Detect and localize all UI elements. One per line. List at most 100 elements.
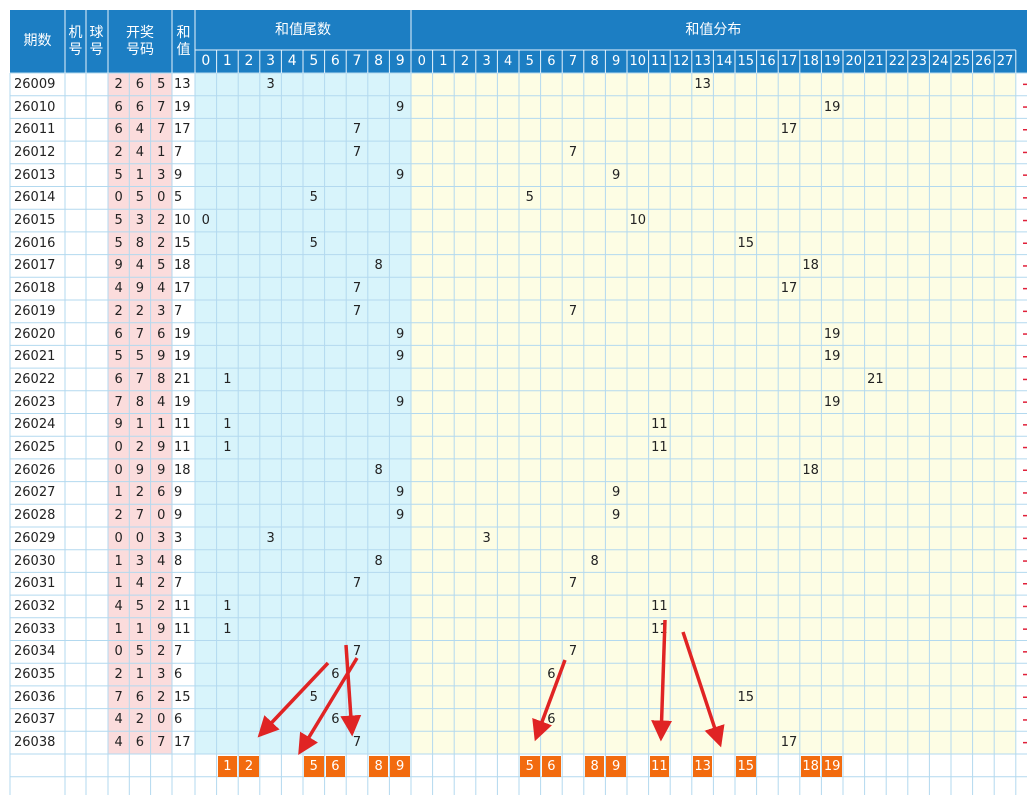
tail-hit: 5 — [309, 689, 318, 705]
sum: 6 — [174, 667, 183, 683]
issue: 26020 — [14, 326, 56, 342]
tail-col-label: 3 — [266, 53, 276, 69]
dist-hit: 15 — [737, 235, 755, 251]
issue: 26033 — [14, 621, 56, 637]
dist-hit: 7 — [568, 576, 578, 592]
ball: 3 — [135, 553, 145, 569]
dist-col-label: 23 — [910, 54, 927, 69]
dist-hit: 17 — [780, 122, 798, 138]
issue: 26026 — [14, 462, 56, 478]
dist-col-label: 13 — [694, 54, 711, 69]
dist-pick: 8 — [584, 756, 605, 777]
dist-hit: 11 — [651, 440, 668, 456]
ball: 6 — [135, 76, 145, 92]
ball: 7 — [157, 99, 166, 115]
dist-col-label: 6 — [547, 54, 556, 69]
ball: 0 — [114, 440, 123, 456]
tail-hit: 1 — [223, 371, 232, 387]
tail-hit: 1 — [223, 598, 232, 614]
ball: 6 — [157, 326, 166, 342]
tail-hit: 8 — [374, 553, 383, 569]
ball: 2 — [157, 598, 166, 614]
dist-pick: 15 — [736, 756, 756, 777]
ball: 1 — [135, 417, 145, 433]
ball: 2 — [135, 440, 145, 456]
issue: 26025 — [14, 440, 56, 456]
ball: 9 — [114, 417, 123, 433]
issue: 26018 — [14, 281, 56, 297]
tail-col-label: 9 — [395, 53, 405, 69]
ball: 4 — [114, 281, 123, 297]
ball: 3 — [157, 303, 166, 319]
tail-col-label: 0 — [201, 53, 211, 69]
ball: 1 — [114, 485, 123, 501]
ball: 5 — [135, 349, 145, 365]
ball: 2 — [114, 144, 123, 160]
ball: 2 — [157, 689, 166, 705]
dist-col-label: 12 — [672, 54, 690, 69]
tail-hit: 7 — [352, 281, 362, 297]
dist-col-label: 5 — [525, 54, 534, 69]
dist-hit: 3 — [482, 530, 491, 546]
ball: 0 — [114, 530, 123, 546]
tail-hit: 9 — [396, 99, 405, 115]
ball: 3 — [135, 213, 145, 229]
ball: 9 — [157, 440, 166, 456]
sum: 9 — [174, 508, 183, 524]
tail-hit: 7 — [352, 576, 362, 592]
sum: 7 — [174, 644, 183, 660]
dist-col-label: 26 — [975, 54, 992, 69]
tail-hit: 1 — [223, 417, 232, 433]
tail-hit: 9 — [396, 394, 405, 410]
sum: 9 — [174, 485, 183, 501]
sum: 7 — [174, 303, 183, 319]
dist-col-label: 1 — [439, 54, 448, 69]
ball: 1 — [157, 144, 166, 160]
issue: 26029 — [14, 530, 56, 546]
tail-hit: 7 — [352, 644, 362, 660]
ball: 5 — [114, 235, 123, 251]
issue: 26010 — [14, 99, 56, 115]
dist-col-label: 15 — [737, 54, 755, 69]
tail-hit: 9 — [396, 508, 405, 524]
dist-col-label: 14 — [715, 54, 733, 69]
sum: 11 — [174, 598, 191, 614]
ball: 5 — [114, 213, 123, 229]
dist-pick: 5 — [520, 756, 540, 777]
tail-hit: 7 — [352, 144, 362, 160]
sum: 19 — [174, 349, 191, 365]
sum: 15 — [174, 689, 191, 705]
dist-hit: 10 — [629, 213, 647, 229]
ball: 6 — [114, 326, 123, 342]
tail-pick: 6 — [325, 756, 346, 777]
ball: 2 — [114, 76, 123, 92]
header-machine: 机号 — [68, 24, 83, 58]
ball: 1 — [157, 417, 166, 433]
ball: 2 — [135, 303, 145, 319]
sum: 11 — [174, 440, 191, 456]
header-sum: 和值 — [176, 24, 191, 58]
dist-col-label: 22 — [888, 54, 906, 69]
sum: 21 — [174, 371, 191, 387]
dist-col-label: 20 — [845, 54, 863, 69]
header-draw: 开奖号码 — [126, 24, 154, 58]
dist-pick: 18 — [800, 756, 821, 777]
tail-hit: 8 — [374, 258, 383, 274]
dist-hit: 18 — [802, 258, 819, 274]
ball: 1 — [135, 621, 145, 637]
issue: 26034 — [14, 644, 56, 660]
sum: 11 — [174, 621, 191, 637]
sum: 11 — [174, 417, 191, 433]
dist-pick: 13 — [692, 756, 713, 777]
dist-area — [411, 73, 1016, 754]
ball: 2 — [157, 576, 166, 592]
sum: 19 — [174, 394, 191, 410]
ball: 4 — [157, 553, 166, 569]
tail-col-label: 7 — [352, 53, 362, 69]
sum: 8 — [174, 553, 183, 569]
dist-hit: 7 — [568, 644, 578, 660]
ball: 2 — [135, 485, 145, 501]
tail-hit: 9 — [396, 485, 405, 501]
ball: 2 — [114, 667, 123, 683]
ball: 1 — [114, 553, 123, 569]
